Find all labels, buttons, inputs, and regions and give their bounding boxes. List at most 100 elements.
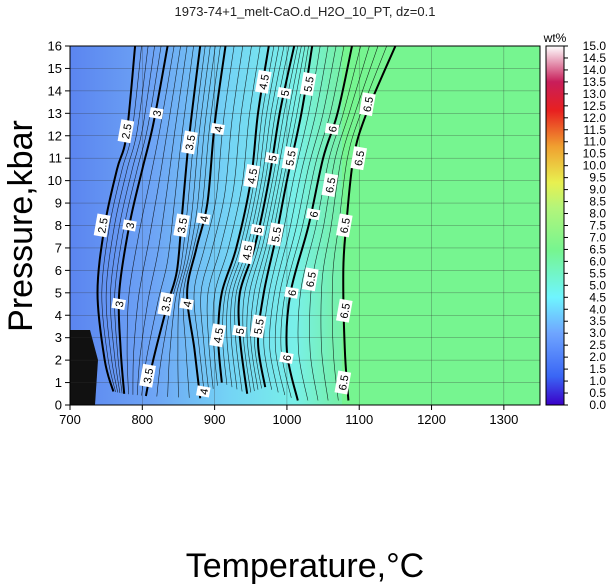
contour-label: 6.5 [353,150,367,167]
contour-line-3.5 [144,46,202,397]
colorbar-tick-label: 5.5 [589,266,606,280]
contour-label-group: 5 [264,152,280,165]
x-axis-label: Temperature,°C [186,547,424,585]
contour-label-bg [279,351,294,364]
contour-label-group: 2.5 [117,119,135,144]
minor-contour-line [320,46,379,401]
colorbar-tick-label: 4.5 [589,290,606,304]
y-tick-label: 4 [55,308,62,323]
y-tick-label: 13 [48,106,62,121]
colorbar-tick-label: 0.5 [589,386,606,400]
minor-contour-line [263,46,321,390]
colorbar-tick-label: 2.0 [589,350,606,364]
minor-contour-line [193,46,235,396]
minor-contour-line [177,46,216,398]
colorbar-tick-label: 3.0 [589,326,606,340]
contour-label-group: 3.5 [181,130,198,155]
contour-label-group: 6.5 [321,173,339,197]
low-temp-dark-zone [70,330,98,405]
contour-label-group: 4 [196,385,211,398]
contour-label-group: 6 [284,286,300,299]
contour-label-bg [149,107,164,120]
colorbar-tick-label: 10.0 [583,159,607,173]
contour-label: 6.5 [362,96,376,113]
contour-label-group: 6 [324,122,340,135]
minor-contour-line [280,46,345,398]
y-tick-label: 6 [55,263,62,278]
contour-label: 6 [287,289,300,297]
contour-label: 5 [253,226,266,234]
colorbar-tick-label: 15.0 [583,39,607,53]
minor-contour-line [141,46,194,396]
colorbar-tick-label: 0.0 [589,398,606,412]
colorbar-tick-label: 8.5 [589,195,606,209]
plot-area: 2.52.53333.53.53.53.544444.54.54.54.5555… [70,46,540,405]
y-tick-label: 14 [48,83,62,98]
contour-label-group: 4 [196,212,211,225]
contour-label-bg [196,212,211,225]
contour-label-bg [122,219,137,232]
colorbar-tick-label: 6.0 [589,254,606,268]
contour-label-group: 6 [279,351,294,364]
contour-label-group: 5 [250,223,266,236]
y-tick-label: 5 [55,285,62,300]
contour-label: 4 [198,388,211,396]
contour-label-bg [335,298,353,323]
contour-label-group: 4.5 [238,240,255,265]
minor-contour-line [269,46,329,393]
minor-contour-line [250,46,306,390]
contour-label-bg [264,152,280,165]
colorbar-tick-label: 9.0 [589,183,606,197]
contour-line-6 [285,46,353,401]
x-tick-label: 1200 [417,412,446,427]
contour-label-group: 5.5 [249,314,267,339]
chart-title: 1973-74+1_melt-CaO.d_H2O_10_PT, dz=0.1 [175,4,436,19]
contour-label-bg [243,164,261,188]
contour-label: 5.5 [284,150,298,167]
contour-label-group: 6.5 [359,92,376,117]
contour-label-bg [210,122,225,135]
colorbar-title: wt% [543,31,567,45]
colorbar-tick-label: 7.0 [589,230,606,244]
contour-label-group: 6.5 [335,213,353,238]
contour-label-group: 3 [122,219,138,232]
y-tick-label: 3 [55,330,62,345]
minor-contour-line [110,46,155,393]
x-tick-label: 1100 [345,412,373,427]
minor-contour-line [206,46,252,389]
contour-label-bg [350,146,368,171]
contour-label-bg [281,146,299,171]
colorbar-tick-label: 1.5 [589,362,606,376]
contour-label: 3.5 [176,217,190,234]
contour-label: 5 [279,89,292,97]
contour-label-bg [334,370,352,395]
contour-label-bg [139,363,156,388]
contour-label: 3.5 [160,296,174,313]
contour-label: 5.5 [252,318,266,335]
contour-label: 5.5 [270,226,284,243]
contour-label: 3 [114,300,127,308]
contour-label: 6.5 [305,271,319,288]
minor-contour-line [126,46,175,395]
contour-label-group: 4.5 [243,164,261,188]
colorbar-tick-label: 12.5 [583,99,607,113]
contour-label: 4 [198,215,211,223]
minor-contour-line [182,46,221,398]
contour-label: 6 [281,354,294,362]
contour-label-bg [277,86,292,100]
contour-label-bg [284,286,299,299]
contour-label: 3 [125,222,138,230]
minor-contour-line [274,46,337,396]
contour-label-bg [209,323,227,348]
contour-label-group: 3.5 [173,213,190,238]
contour-label-group: 6.5 [301,267,319,292]
contour-label-group: 6.5 [350,146,368,171]
colorbar-tick-label: 7.5 [589,219,606,233]
contour-label-group: 3 [149,107,164,120]
minor-contour-line [105,46,149,393]
contour-label-group: 5.5 [299,72,317,96]
minor-contour-line [136,46,188,396]
minor-contour-line [246,46,302,392]
contour-label-bg [267,222,284,247]
